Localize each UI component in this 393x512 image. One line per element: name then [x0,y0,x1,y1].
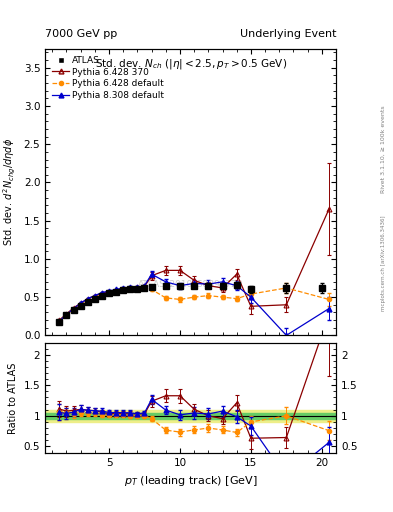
Y-axis label: Ratio to ATLAS: Ratio to ATLAS [8,362,18,434]
Bar [45,410,336,422]
Y-axis label: Std. dev. $d^2N_{chg}/d\eta d\phi$: Std. dev. $d^2N_{chg}/d\eta d\phi$ [2,138,18,246]
Text: mcplots.cern.ch [arXiv:1306.3436]: mcplots.cern.ch [arXiv:1306.3436] [381,216,386,311]
Text: Std. dev. $N_{ch}$ $(|\eta| < 2.5, p_T > 0.5$ GeV$)$: Std. dev. $N_{ch}$ $(|\eta| < 2.5, p_T >… [95,57,286,71]
Text: ATLAS_2010_S8894728: ATLAS_2010_S8894728 [138,279,243,288]
Bar [45,413,336,419]
Text: Rivet 3.1.10, ≥ 100k events: Rivet 3.1.10, ≥ 100k events [381,105,386,193]
X-axis label: $p_T$ (leading track) [GeV]: $p_T$ (leading track) [GeV] [124,474,257,487]
Text: 7000 GeV pp: 7000 GeV pp [45,29,118,38]
Legend: ATLAS, Pythia 6.428 370, Pythia 6.428 default, Pythia 8.308 default: ATLAS, Pythia 6.428 370, Pythia 6.428 de… [50,53,167,103]
Text: Underlying Event: Underlying Event [239,29,336,38]
